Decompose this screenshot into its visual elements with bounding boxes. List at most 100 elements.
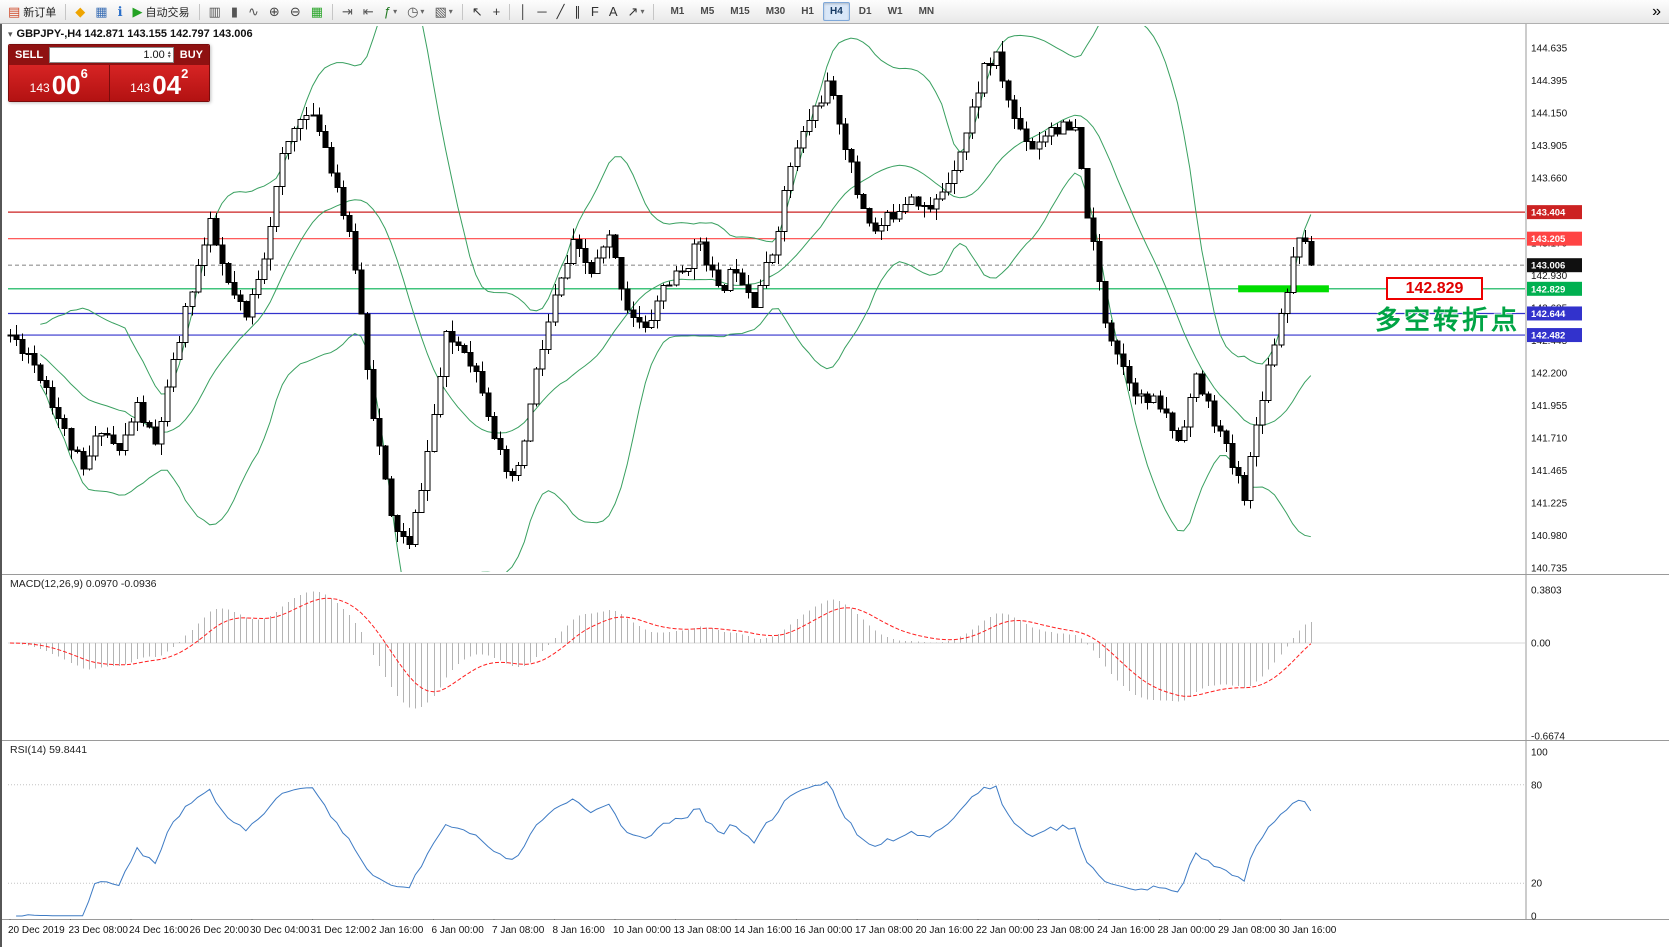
sell-button[interactable]: 143 00 6 bbox=[9, 65, 110, 101]
candle-body bbox=[854, 161, 861, 195]
candle-body bbox=[866, 207, 873, 224]
timeframe-mn-button[interactable]: MN bbox=[918, 6, 935, 17]
candle-body bbox=[1169, 412, 1176, 431]
candle-body bbox=[122, 434, 129, 451]
fibonacci-icon[interactable]: F bbox=[586, 2, 604, 22]
toolbar-separator bbox=[332, 3, 334, 20]
macd-layer bbox=[8, 591, 1525, 709]
chart-window-icon[interactable]: ▦ bbox=[90, 2, 112, 22]
one-click-toggle-icon[interactable]: ▾ bbox=[8, 28, 13, 39]
crosshair-icon[interactable]: + bbox=[488, 2, 506, 22]
zoom-in-icon[interactable]: ⊕ bbox=[264, 2, 285, 22]
candle-body bbox=[503, 449, 510, 472]
zoom-out-icon[interactable]: ⊖ bbox=[285, 2, 306, 22]
horizontal-line-icon[interactable]: ─ bbox=[532, 2, 551, 22]
mql5-market-icon[interactable]: ◆ bbox=[70, 2, 90, 22]
line-chart-icon[interactable]: ∿ bbox=[243, 2, 264, 22]
buy-label: BUY bbox=[179, 49, 203, 61]
new-order-button-icon: ▤ bbox=[8, 4, 21, 19]
candle-body bbox=[1120, 353, 1127, 367]
timeframe-m5-button[interactable]: M5 bbox=[700, 6, 715, 17]
candle-body bbox=[576, 238, 583, 250]
timeframe-h1-button[interactable]: H1 bbox=[801, 6, 814, 17]
chart-shift-icon[interactable]: ⇤ bbox=[358, 2, 379, 22]
candle-body bbox=[455, 341, 462, 347]
equidistant-channel-icon[interactable]: ∥ bbox=[569, 2, 586, 22]
candle-body bbox=[890, 211, 897, 220]
price-axis-label: 143.905 bbox=[1531, 141, 1568, 152]
candle-body bbox=[1199, 373, 1206, 395]
candle-body bbox=[170, 358, 177, 388]
candle-body bbox=[479, 371, 486, 394]
text-label-icon[interactable]: A bbox=[604, 2, 623, 22]
new-order-button[interactable]: ▤ 新订单 bbox=[3, 2, 61, 22]
bar-chart-icon[interactable]: ▥ bbox=[204, 2, 226, 22]
candle-body bbox=[1150, 395, 1157, 403]
timeframe-m30-button[interactable]: M30 bbox=[765, 6, 786, 17]
candle-body bbox=[152, 426, 159, 445]
candle-body bbox=[860, 193, 867, 209]
candle-body bbox=[128, 421, 135, 436]
autotrade-button[interactable]: ▶ 自动交易 bbox=[128, 2, 195, 22]
time-axis-label: 24 Jan 16:00 bbox=[1097, 925, 1155, 936]
candle-body bbox=[213, 218, 220, 246]
auto-scroll-icon[interactable]: ⇥ bbox=[337, 2, 358, 22]
trendline-icon[interactable]: ╱ bbox=[552, 2, 570, 22]
volume-spinner[interactable]: ▴ ▾ bbox=[167, 50, 171, 60]
help-icon: ℹ bbox=[117, 4, 123, 19]
tile-windows-icon[interactable]: ▦ bbox=[306, 2, 328, 22]
candle-body bbox=[237, 294, 244, 302]
spinner-down-icon[interactable]: ▾ bbox=[167, 54, 171, 60]
candle-body bbox=[836, 94, 843, 125]
rsi-axis-label: 0 bbox=[1531, 912, 1537, 923]
main-chart-layer bbox=[7, 26, 1525, 572]
turning-point-annotation[interactable]: 多空转折点 bbox=[1374, 305, 1520, 335]
candle-body bbox=[19, 339, 26, 355]
time-axis-label: 31 Dec 12:00 bbox=[310, 925, 371, 936]
candle-body bbox=[7, 334, 14, 337]
candle-body bbox=[346, 214, 353, 233]
price-axis[interactable] bbox=[1526, 24, 1669, 947]
candle-body bbox=[1278, 313, 1285, 346]
sell-price-point: 6 bbox=[80, 66, 88, 81]
candle-body bbox=[13, 334, 20, 341]
candle-body bbox=[957, 151, 964, 172]
timeframe-m1-button[interactable]: M1 bbox=[670, 6, 685, 17]
candle-body bbox=[207, 218, 214, 246]
candle-body bbox=[340, 186, 347, 216]
volume-input[interactable]: 1.00 ▴ ▾ bbox=[49, 47, 174, 63]
sell-label: SELL bbox=[15, 49, 44, 61]
arrows-tool-icon[interactable]: ↗ ▾ bbox=[623, 2, 650, 22]
vertical-line-icon[interactable]: │ bbox=[514, 2, 532, 22]
autotrade-button-label: 自动交易 bbox=[145, 6, 190, 19]
cursor-icon[interactable]: ↖ bbox=[467, 2, 488, 22]
timeframe-w1-button[interactable]: W1 bbox=[887, 6, 903, 17]
time-axis-label: 26 Dec 20:00 bbox=[189, 925, 250, 936]
timeframe-h4-button[interactable]: H4 bbox=[822, 2, 850, 21]
price-annotation-box[interactable]: 142.829 bbox=[1386, 277, 1483, 300]
toolbar-overflow-icon[interactable]: » bbox=[1652, 2, 1661, 20]
candle-body bbox=[134, 401, 141, 423]
templates-icon[interactable]: ▧ ▾ bbox=[429, 2, 457, 22]
buy-button[interactable]: 143 04 2 bbox=[109, 65, 209, 101]
candle-body bbox=[818, 102, 825, 107]
candle-body bbox=[376, 417, 383, 447]
candle-body bbox=[1223, 430, 1230, 444]
help-icon[interactable]: ℹ bbox=[113, 2, 128, 22]
candlestick-chart-icon[interactable]: ▮ bbox=[226, 2, 243, 22]
candle-body bbox=[370, 369, 377, 419]
time-axis-label: 17 Jan 08:00 bbox=[855, 925, 913, 936]
spinner-up-icon[interactable]: ▴ bbox=[167, 50, 171, 56]
timeframe-m15-button[interactable]: M15 bbox=[730, 6, 750, 17]
periods-icon[interactable]: ◷ ▾ bbox=[402, 2, 429, 22]
highlight-bar[interactable] bbox=[1238, 285, 1329, 293]
timeframe-d1-button[interactable]: D1 bbox=[858, 6, 872, 17]
time-axis[interactable]: 20 Dec 2019 23 Dec 08:00 24 Dec 16:00 26 De… bbox=[0, 920, 1669, 947]
candle-body bbox=[1175, 429, 1182, 441]
indicators-icon[interactable]: ƒ ▾ bbox=[379, 2, 402, 22]
candle-body bbox=[878, 225, 885, 232]
indicators-icon: ƒ bbox=[383, 4, 392, 19]
candle-body bbox=[310, 114, 317, 117]
crosshair-icon: + bbox=[492, 4, 501, 19]
